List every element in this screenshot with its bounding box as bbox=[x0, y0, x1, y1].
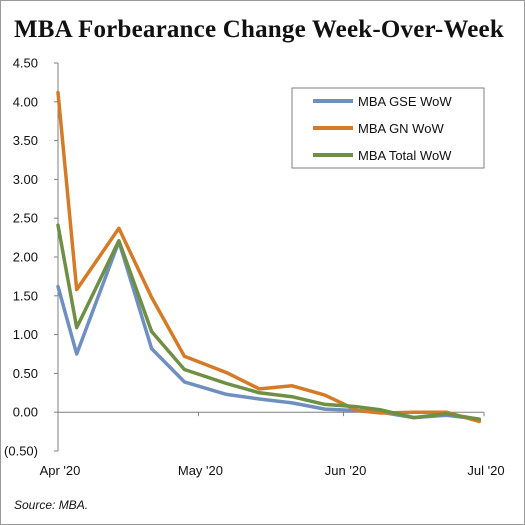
legend-label-gse: MBA GSE WoW bbox=[358, 94, 452, 109]
source-note: Source: MBA. bbox=[14, 498, 89, 512]
x-tick-label: Jun '20 bbox=[325, 463, 367, 478]
chart-title: MBA Forbearance Change Week-Over-Week bbox=[14, 16, 504, 43]
y-tick-label: 2.00 bbox=[13, 250, 38, 265]
legend: MBA GSE WoW MBA GN WoW MBA Total WoW bbox=[291, 87, 485, 169]
y-tick-label: 0.50 bbox=[13, 366, 38, 381]
axes: 4.50 4.00 3.50 3.00 2.50 2.00 1.50 1.00 0.50 0.00… bbox=[4, 56, 505, 479]
x-tick-label: May '20 bbox=[178, 463, 223, 478]
y-tick-label: 3.50 bbox=[13, 133, 38, 148]
legend-label-total: MBA Total WoW bbox=[358, 148, 452, 163]
y-tick-label: 4.50 bbox=[13, 56, 38, 71]
series-layer bbox=[56, 90, 482, 424]
legend-label-gn: MBA GN WoW bbox=[358, 121, 444, 136]
y-tick-label: 1.00 bbox=[13, 327, 38, 342]
y-tick-label: 4.00 bbox=[13, 94, 38, 109]
x-tick-label: Apr '20 bbox=[40, 463, 81, 478]
y-tick-label: 1.50 bbox=[13, 288, 38, 303]
y-tick-label: (0.50) bbox=[4, 444, 38, 459]
series-line-mba-total-wow bbox=[56, 223, 482, 421]
y-tick-label: 0.00 bbox=[13, 405, 38, 420]
y-tick-label: 3.00 bbox=[13, 172, 38, 187]
x-tick-label: Jul '20 bbox=[467, 463, 504, 478]
y-tick-label: 2.50 bbox=[13, 211, 38, 226]
series-line-mba-gn-wow bbox=[56, 90, 482, 424]
